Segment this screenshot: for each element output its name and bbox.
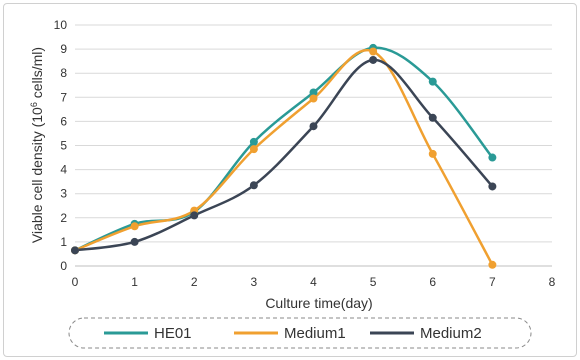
y-axis-ticks: 0 1 2 3 4 5 6 7 8 9 10	[54, 18, 68, 273]
data-point-medium1	[369, 47, 378, 56]
x-axis-ticks: 0 1 2 3 4 5 6 7 8	[72, 275, 556, 289]
data-point-medium2	[428, 113, 437, 122]
line-chart: 0 1 2 3 4 5 6 7 8 9 10 0 1 2 3 4 5 6 7 8 Culture time(day)…	[29, 18, 556, 349]
data-point-medium1	[488, 260, 497, 269]
y-tick-label: 1	[60, 235, 67, 249]
y-axis-title-end: cells/ml)	[29, 47, 45, 102]
legend: HE01 Medium1 Medium2	[104, 325, 482, 342]
data-point-medium2	[249, 181, 258, 190]
x-tick-label: 0	[72, 275, 79, 289]
data-point-medium2	[488, 182, 497, 191]
y-tick-label: 2	[60, 211, 67, 225]
y-tick-label: 9	[60, 42, 67, 56]
y-tick-label: 3	[60, 187, 67, 201]
legend-box	[68, 317, 532, 349]
x-tick-label: 3	[251, 275, 258, 289]
data-point-medium2	[71, 246, 79, 255]
x-tick-label: 2	[191, 275, 198, 289]
y-tick-label: 0	[60, 259, 67, 273]
legend-label-medium2: Medium2	[420, 325, 482, 342]
y-axis-title-superscript: 6	[29, 102, 39, 107]
data-point-he01	[488, 153, 497, 162]
legend-label-medium1: Medium1	[284, 325, 346, 342]
data-point-medium1	[130, 222, 139, 231]
data-point-medium1	[428, 149, 437, 158]
x-tick-label: 6	[429, 275, 436, 289]
x-axis-title: Culture time(day)	[265, 295, 372, 311]
gridlines	[75, 24, 552, 243]
x-tick-label: 1	[131, 275, 138, 289]
data-point-medium2	[309, 122, 318, 131]
data-point-he01	[249, 137, 258, 146]
data-point-medium2	[190, 211, 199, 220]
x-tick-label: 7	[489, 275, 496, 289]
chart-figure: 0 1 2 3 4 5 6 7 8 9 10 0 1 2 3 4 5 6 7 8 Culture time(day)…	[3, 3, 577, 357]
y-tick-label: 5	[60, 139, 67, 153]
y-tick-label: 7	[60, 90, 67, 104]
data-point-medium2	[369, 55, 378, 64]
legend-label-he01: HE01	[154, 325, 192, 342]
y-tick-label: 8	[60, 66, 67, 80]
x-tick-label: 8	[549, 275, 556, 289]
x-tick-label: 4	[310, 275, 317, 289]
data-point-he01	[309, 88, 318, 97]
y-axis-title-main: Viable cell density (10	[29, 107, 45, 243]
data-point-he01	[428, 77, 437, 86]
y-tick-label: 10	[54, 18, 68, 32]
data-point-medium2	[130, 237, 139, 246]
series-markers	[71, 43, 497, 269]
y-axis-title: Viable cell density (106 cells/ml)	[29, 47, 45, 243]
y-tick-label: 4	[60, 163, 67, 177]
data-point-medium1	[309, 94, 318, 103]
data-point-medium1	[249, 145, 258, 154]
x-tick-label: 5	[370, 275, 377, 289]
y-tick-label: 6	[60, 114, 67, 128]
